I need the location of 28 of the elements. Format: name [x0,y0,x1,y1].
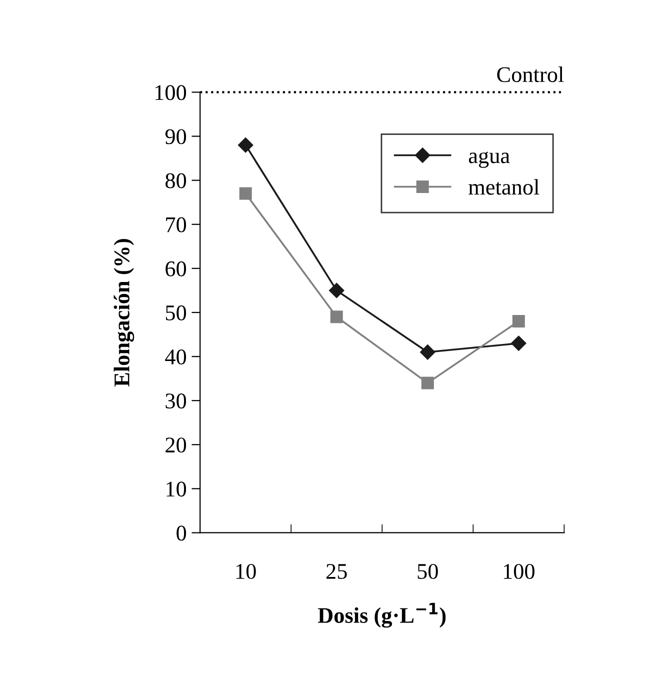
legend-label: metanol [468,179,540,195]
point [420,344,436,360]
x-tick-label: 25 [326,564,347,579]
ref-line-label: Control [497,66,564,82]
point [239,187,252,200]
y-tick-label: 90 [165,129,186,144]
point [421,376,434,390]
y-tick-label: 10 [166,482,186,497]
x-tick-label: 50 [418,564,438,579]
legend-label: agua [468,152,510,168]
x-axis-title: Dosis (g·L$^{−1}$) [318,602,446,628]
y-tick-label: 40 [165,349,186,364]
y-tick-label: 100 [156,85,186,100]
point [329,282,344,298]
point [330,310,343,324]
y-tick-label: 70 [166,217,186,232]
y-tick-label: 80 [166,173,186,188]
x-tick-label: 100 [504,564,534,579]
y-tick-label: 60 [166,261,186,276]
y-tick-label: 20 [166,438,186,453]
point [511,336,526,351]
y-axis-title: Elongación (%) [114,239,134,386]
y-tick-label: 30 [166,394,186,409]
y-tick-label: 50 [166,305,186,320]
point [512,315,525,328]
point [238,138,254,153]
x-tick-label: 10 [236,564,256,579]
y-tick-label: 0 [176,526,186,541]
